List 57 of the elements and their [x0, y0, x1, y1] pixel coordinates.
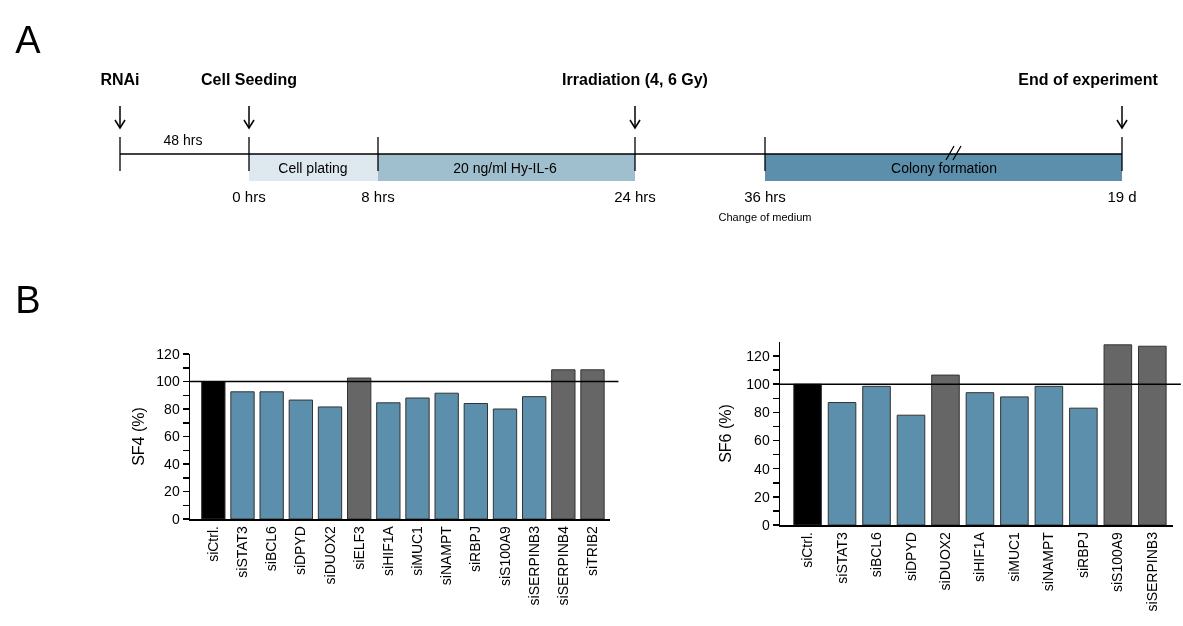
text: B [15, 278, 41, 322]
y-tick-label: 60 [164, 428, 180, 445]
x-tick-label: siS100A9 [496, 525, 513, 587]
text: Cell plating [278, 160, 348, 176]
x-tick-label: siELF3 [350, 525, 367, 570]
y-axis-title: SF6 (%) [717, 404, 735, 463]
y-tick-label: 20 [754, 488, 770, 505]
x-tick-label: siHIF1A [971, 531, 988, 582]
x-tick-label: siDUOX2 [321, 525, 338, 585]
text: 0 hrs [232, 187, 266, 205]
x-tick-label: siSERPINB3 [525, 525, 542, 606]
x-tick-label: siNAMPT [1040, 531, 1057, 592]
y-tick-label: 40 [754, 460, 770, 477]
x-tick-label: siCtrl. [204, 526, 221, 562]
text: 24 hrs [614, 187, 656, 205]
y-tick-label: 100 [746, 376, 770, 393]
x-tick-label: siRBPJ [1074, 532, 1091, 579]
x-tick-label: siMUC1 [409, 525, 426, 576]
text: Change of medium [718, 211, 812, 223]
x-tick-label: siDPYD [902, 532, 919, 582]
text: End of experiment [1018, 71, 1158, 89]
x-tick-label: siDPYD [292, 526, 309, 576]
y-axis-title: SF4 (%) [130, 407, 147, 466]
y-tick-label: 0 [761, 516, 770, 533]
x-tick-label: siSERPINB3 [1143, 531, 1160, 612]
x-tick-label: siRBPJ [467, 526, 484, 573]
text: 36 hrs [744, 187, 786, 205]
text: 8 hrs [361, 187, 395, 205]
text: Cell Seeding [200, 71, 298, 89]
x-tick-label: siBCL6 [263, 525, 280, 572]
y-tick-label: 80 [754, 404, 770, 421]
text: Colony formation [891, 160, 997, 176]
text: A [15, 18, 41, 62]
x-tick-label: siSTAT3 [234, 525, 251, 578]
y-tick-label: 60 [754, 432, 770, 449]
x-tick-label: siMUC1 [1005, 531, 1022, 582]
y-tick-label: 40 [164, 455, 180, 472]
x-tick-label: siTRIB2 [584, 525, 601, 576]
y-tick-label: 0 [171, 510, 180, 527]
x-tick-label: siHIF1A [379, 525, 396, 576]
y-tick-label: 120 [746, 347, 770, 364]
y-tick-label: 100 [156, 373, 180, 390]
x-tick-label: siDUOX2 [937, 531, 954, 591]
y-tick-label: 120 [156, 345, 180, 362]
text: RNAi [100, 71, 140, 89]
text: 48 hrs [163, 132, 203, 148]
x-tick-label: siSTAT3 [833, 531, 850, 584]
x-tick-label: siS100A9 [1109, 531, 1126, 593]
x-tick-label: siNAMPT [438, 525, 455, 586]
y-tick-label: 80 [164, 400, 180, 417]
text: 20 ng/ml Hy-IL-6 [453, 160, 557, 176]
x-tick-label: siCtrl. [799, 532, 816, 568]
y-tick-label: 20 [164, 483, 180, 500]
x-tick-label: siSERPINB4 [554, 525, 571, 606]
text: 19 d [1107, 187, 1137, 205]
text: Irradiation (4, 6 Gy) [562, 71, 708, 89]
x-tick-label: siBCL6 [868, 531, 885, 578]
